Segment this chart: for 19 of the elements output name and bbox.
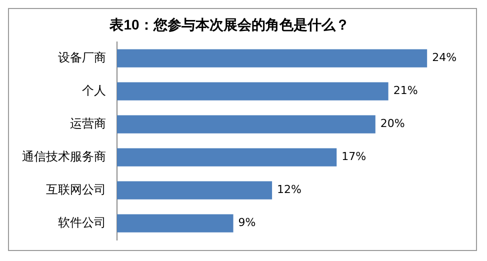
- y-tick-label: 软件公司: [58, 216, 106, 230]
- data-label: 12%: [277, 183, 302, 196]
- y-tick-label: 运营商: [70, 116, 106, 131]
- data-label: 20%: [380, 117, 405, 130]
- y-tick-label: 个人: [82, 84, 106, 98]
- bar: [117, 115, 376, 134]
- data-label: 21%: [393, 84, 418, 98]
- data-label: 24%: [432, 51, 457, 64]
- bar: [117, 148, 337, 166]
- chart-title: 表10：您参与本次展会的角色是什么？: [108, 16, 350, 32]
- y-tick-label: 互联网公司: [46, 182, 106, 197]
- bar: [117, 214, 234, 232]
- y-tick-label: 通信技术服务商: [22, 150, 106, 164]
- data-label: 9%: [238, 216, 256, 230]
- bar: [117, 82, 388, 100]
- y-tick-label: 设备厂商: [58, 50, 106, 65]
- bar: [117, 49, 428, 68]
- bar: [117, 181, 272, 200]
- data-label: 17%: [342, 150, 366, 164]
